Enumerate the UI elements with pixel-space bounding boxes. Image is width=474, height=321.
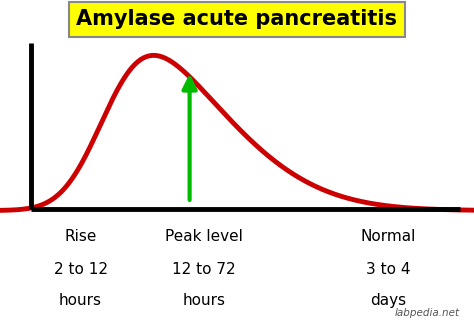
Text: Amylase acute pancreatitis: Amylase acute pancreatitis: [76, 9, 398, 29]
Text: Rise: Rise: [64, 229, 97, 244]
Text: 2 to 12: 2 to 12: [54, 262, 108, 277]
Text: labpedia.net: labpedia.net: [395, 308, 460, 318]
Text: 12 to 72: 12 to 72: [172, 262, 236, 277]
Text: Peak level: Peak level: [165, 229, 243, 244]
Text: Normal: Normal: [361, 229, 416, 244]
Text: hours: hours: [59, 293, 102, 308]
Text: days: days: [371, 293, 407, 308]
Text: 3 to 4: 3 to 4: [366, 262, 411, 277]
Text: hours: hours: [182, 293, 225, 308]
